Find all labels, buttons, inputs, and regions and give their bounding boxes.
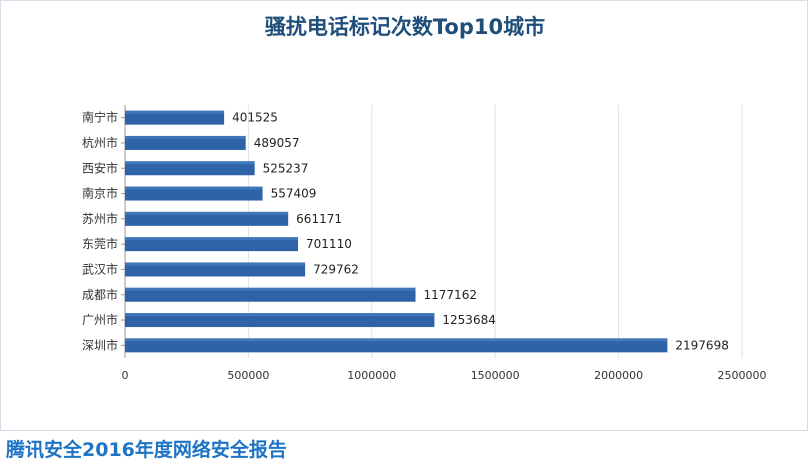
chart-title: 骚扰电话标记次数Top10城市 bbox=[264, 15, 546, 39]
value-label-4: 661171 bbox=[296, 212, 342, 226]
bar-4 bbox=[125, 211, 289, 226]
bar-8 bbox=[125, 313, 435, 328]
category-label-4: 苏州市 bbox=[82, 211, 118, 226]
value-label-2: 525237 bbox=[263, 161, 309, 175]
x-tick-label-3: 1500000 bbox=[471, 369, 520, 382]
bar-5 bbox=[125, 237, 299, 252]
category-label-5: 东莞市 bbox=[82, 236, 118, 251]
bar-6 bbox=[125, 262, 306, 277]
bar-highlight-2 bbox=[125, 161, 255, 165]
value-label-9: 2197698 bbox=[675, 338, 728, 352]
source-caption: 腾讯安全2016年度网络安全报告 bbox=[6, 439, 287, 461]
x-axis-tick-labels: 0 500000 1000000 1500000 2000000 2500000 bbox=[122, 369, 767, 382]
value-label-0: 401525 bbox=[232, 111, 278, 125]
bar-highlight-3 bbox=[125, 186, 263, 190]
bar-highlight-9 bbox=[125, 338, 668, 342]
value-label-5: 701110 bbox=[306, 237, 352, 251]
category-label-0: 南宁市 bbox=[82, 110, 118, 125]
chart-frame: 骚扰电话标记次数Top10城市 南宁市杭州市西安市南京市苏州市东莞市武汉市成都市… bbox=[0, 0, 808, 431]
category-label-2: 西安市 bbox=[82, 160, 118, 175]
value-labels: 401525 489057 525237 557409 661171 701110 7297… bbox=[232, 111, 729, 353]
x-tick-label-1: 500000 bbox=[227, 369, 269, 382]
x-tick-label-5: 2500000 bbox=[718, 369, 767, 382]
bar-3 bbox=[125, 186, 263, 201]
bars bbox=[125, 110, 668, 353]
value-label-3: 557409 bbox=[271, 187, 317, 201]
category-label-9: 深圳市 bbox=[82, 337, 118, 352]
bar-highlight-6 bbox=[125, 262, 306, 266]
bar-highlight-0 bbox=[125, 110, 225, 114]
category-label-7: 成都市 bbox=[82, 287, 118, 302]
category-label-8: 广州市 bbox=[82, 312, 118, 327]
x-tick-label-0: 0 bbox=[122, 369, 129, 382]
bar-highlight-5 bbox=[125, 237, 299, 241]
category-label-6: 武汉市 bbox=[82, 261, 118, 276]
bar-highlight-1 bbox=[125, 135, 246, 139]
bar-2 bbox=[125, 161, 255, 176]
bar-highlight-7 bbox=[125, 287, 416, 291]
bar-highlight-4 bbox=[125, 211, 289, 215]
category-label-1: 杭州市 bbox=[82, 135, 118, 150]
bar-highlight-8 bbox=[125, 313, 435, 317]
value-label-8: 1253684 bbox=[442, 313, 495, 327]
bar-9 bbox=[125, 338, 668, 353]
value-label-1: 489057 bbox=[254, 136, 300, 150]
category-label-3: 南京市 bbox=[82, 186, 118, 201]
value-label-7: 1177162 bbox=[424, 288, 477, 302]
bar-0 bbox=[125, 110, 225, 125]
x-tick-label-2: 1000000 bbox=[347, 369, 396, 382]
value-label-6: 729762 bbox=[313, 262, 359, 276]
bar-7 bbox=[125, 287, 416, 302]
x-tick-label-4: 2000000 bbox=[594, 369, 643, 382]
bar-1 bbox=[125, 135, 246, 150]
